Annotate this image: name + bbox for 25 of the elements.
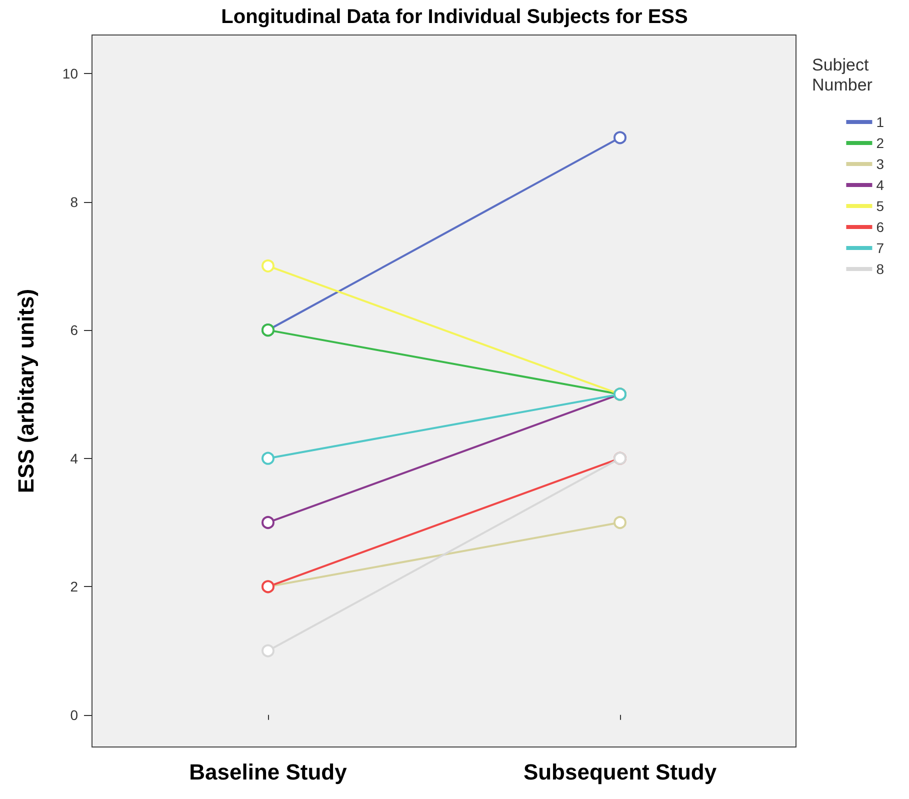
legend-label: 3 (876, 156, 884, 172)
legend-label: 5 (876, 198, 884, 214)
legend-title: Subject Number (812, 56, 874, 94)
legend-label: 6 (876, 219, 884, 235)
chart-title: Longitudinal Data for Individual Subjects for ESS (221, 6, 688, 28)
y-tick-label: 0 (70, 706, 78, 723)
legend-label: 4 (876, 177, 884, 193)
legend-label: 7 (876, 240, 884, 256)
point (262, 644, 274, 658)
point (262, 516, 274, 529)
legend-label: 8 (876, 261, 884, 277)
x-tick-label: Baseline Study (189, 760, 348, 784)
y-tick-label: 8 (70, 194, 78, 210)
point (262, 452, 274, 465)
point (614, 516, 626, 529)
legend-label: 2 (876, 135, 884, 151)
y-tick-label: 4 (70, 450, 78, 466)
point (614, 131, 626, 144)
y-axis-title: ESS (arbitary units) (14, 288, 38, 494)
x-tick-label: Subsequent Study (523, 760, 718, 784)
y-tick-label: 2 (70, 578, 78, 595)
point (262, 259, 274, 272)
legend-label: 1 (876, 114, 884, 130)
y-tick-label: 10 (62, 65, 78, 82)
y-tick-label: 6 (70, 322, 78, 338)
